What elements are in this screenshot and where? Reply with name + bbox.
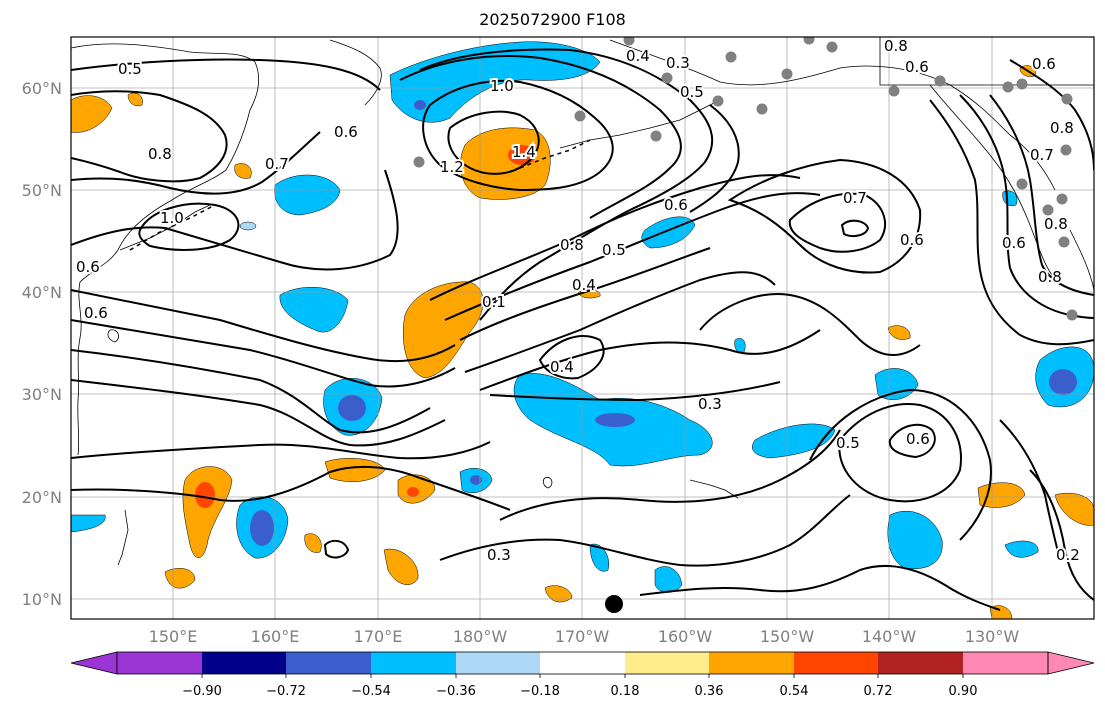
contour-label: 0.1 (482, 293, 506, 311)
lon-axis: 150°E 160°E 170°E 180°W 170°W 160°W 150°… (149, 627, 1020, 646)
contour-label: 0.7 (265, 155, 289, 173)
contour-label: 0.6 (1002, 234, 1026, 252)
colorbar-tick-label: 0.18 (611, 684, 640, 699)
contour-label: 0.6 (76, 258, 100, 276)
colorbar-extend-right (1047, 651, 1095, 675)
lat-label: 10°N (22, 590, 62, 609)
lon-label: 130°W (965, 627, 1020, 646)
contour-label: 0.6 (334, 123, 358, 141)
colorbar-extend-left (70, 651, 118, 675)
map-content: 0.5 0.8 1.0 0.7 0.6 1.0 1.2 1.4 0.4 0.3 … (71, 37, 1094, 619)
colorbar-tick-label: 0.36 (695, 684, 724, 699)
contour-labels: 0.5 0.8 1.0 0.7 0.6 1.0 1.2 1.4 0.4 0.3 … (74, 37, 1082, 566)
colorbar-bin (540, 652, 625, 674)
lon-label: 180°W (453, 627, 508, 646)
contour-label: 0.4 (626, 47, 650, 65)
lat-label: 40°N (22, 283, 62, 302)
contour-label: 0.5 (118, 60, 142, 78)
contour-label: 0.3 (487, 546, 511, 564)
contour-label: 0.6 (900, 231, 924, 249)
colorbar-tick-label: −0.72 (266, 684, 306, 699)
lon-label: 140°W (862, 627, 917, 646)
contour-label: 0.5 (836, 434, 860, 452)
contour-label: 0.8 (148, 145, 172, 163)
colorbar-bin (794, 652, 878, 674)
contour-label: 0.3 (698, 395, 722, 413)
colorbar-bin (202, 652, 286, 674)
colorbar: −0.90 −0.72 −0.54 −0.36 −0.18 0.18 0.36 … (70, 651, 1095, 699)
contour-label: 0.5 (680, 83, 704, 101)
contour-label: 0.6 (664, 196, 688, 214)
contour-label: 0.8 (1050, 119, 1074, 137)
contour-label: 0.7 (843, 189, 867, 207)
colorbar-tick-label: 0.72 (864, 684, 893, 699)
colorbar-tick-label: 0.54 (780, 684, 809, 699)
contour-label: 0.6 (1032, 55, 1056, 73)
lon-label: 170°E (354, 627, 403, 646)
colorbar-bin (709, 652, 794, 674)
lat-axis: 10°N 20°N 30°N 40°N 50°N 60°N (22, 79, 62, 609)
black-marker (605, 595, 623, 613)
tracks (129, 139, 591, 251)
contour-label: 1.0 (490, 77, 514, 95)
lat-label: 60°N (22, 79, 62, 98)
lat-label: 30°N (22, 385, 62, 404)
lat-label: 50°N (22, 181, 62, 200)
colorbar-tick-label: −0.90 (182, 684, 222, 699)
lon-label: 150°E (149, 627, 198, 646)
colorbar-bin (117, 652, 202, 674)
colorbar-bin (963, 652, 1048, 674)
colorbar-ticks (201, 674, 964, 678)
colorbar-bin (286, 652, 371, 674)
colorbar-tick-label: −0.36 (436, 684, 476, 699)
contour-label: 1.4 (512, 143, 536, 161)
colorbar-tick-label: 0.90 (949, 684, 978, 699)
contour-label: 0.6 (906, 430, 930, 448)
lon-label: 150°W (760, 627, 815, 646)
contour-label: 0.8 (560, 236, 584, 254)
contour-label: 1.2 (440, 158, 464, 176)
gridlines (71, 37, 1094, 619)
contour-label: 0.4 (572, 276, 596, 294)
colorbar-bin (625, 652, 709, 674)
lon-label: 160°W (658, 627, 713, 646)
lat-label: 20°N (22, 488, 62, 507)
contour-label: 0.7 (1030, 146, 1054, 164)
colorbar-frame (116, 651, 1049, 675)
colorbar-bin (878, 652, 963, 674)
colorbar-bin (371, 652, 456, 674)
station-markers (413, 37, 1078, 321)
contour-label: 0.4 (550, 358, 574, 376)
chart-title: 2025072900 F108 (479, 10, 626, 29)
contour-lines (71, 48, 1094, 611)
contour-label: 0.8 (1038, 268, 1062, 286)
contour-label: 0.6 (84, 304, 108, 322)
coastlines (71, 37, 1094, 566)
lon-label: 160°E (251, 627, 300, 646)
colorbar-tick-label: −0.18 (520, 684, 560, 699)
contour-label: 0.6 (905, 58, 929, 76)
colorbar-tick-label: −0.54 (351, 684, 391, 699)
contour-label: 0.8 (884, 37, 908, 55)
contour-label: 0.5 (602, 241, 626, 259)
contour-label: 0.8 (1044, 215, 1068, 233)
colorbar-bin (456, 652, 540, 674)
contour-label: 0.2 (1056, 546, 1080, 564)
contour-label: 1.0 (160, 209, 184, 227)
lon-label: 170°W (555, 627, 610, 646)
contour-label: 0.3 (666, 54, 690, 72)
map-frame (70, 36, 1095, 620)
